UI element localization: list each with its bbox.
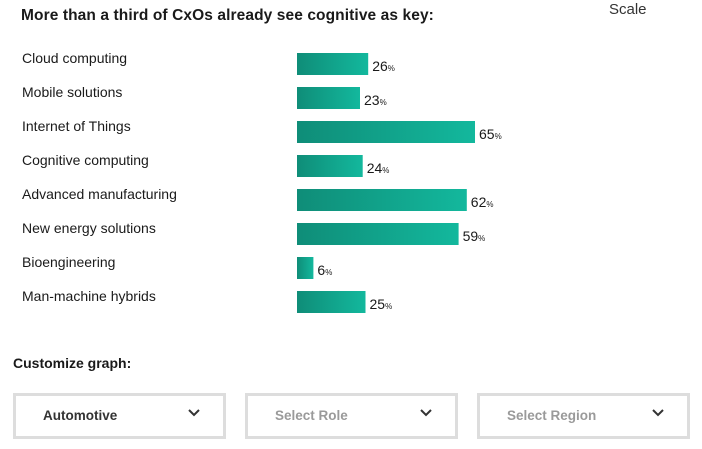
chart-title: More than a third of CxOs already see co… <box>21 7 434 24</box>
bar <box>297 87 360 109</box>
scale-toggle[interactable]: Scale <box>609 1 647 18</box>
category-label: Man-machine hybrids <box>22 288 156 304</box>
value-label: 62% <box>471 194 494 210</box>
value-label: 23% <box>364 92 387 108</box>
category-label: Mobile solutions <box>22 84 122 100</box>
chevron-down-icon <box>188 409 200 417</box>
chevron-down-icon <box>420 409 432 417</box>
value-label: 24% <box>367 160 390 176</box>
category-label: Internet of Things <box>22 118 131 134</box>
bar <box>297 291 366 313</box>
category-label: Cloud computing <box>22 50 127 66</box>
value-label: 65% <box>479 126 502 142</box>
region-select-placeholder: Select Region <box>507 408 597 423</box>
value-label: 6% <box>317 262 332 278</box>
value-label: 59% <box>463 228 486 244</box>
bar <box>297 53 369 75</box>
bar <box>297 189 467 211</box>
value-label: 26% <box>372 58 395 74</box>
role-select[interactable]: Select Role <box>245 393 458 439</box>
chevron-down-icon <box>652 409 664 417</box>
bar <box>297 155 363 177</box>
industry-select-value: Automotive <box>43 408 118 423</box>
category-label: New energy solutions <box>22 220 156 236</box>
bar <box>297 223 459 245</box>
industry-select[interactable]: Automotive <box>13 393 226 439</box>
value-label: 25% <box>370 296 393 312</box>
region-select[interactable]: Select Region <box>477 393 690 439</box>
bar <box>297 121 475 143</box>
role-select-placeholder: Select Role <box>275 408 348 423</box>
bar-chart: Cloud computing 26% Mobile solutions 23% Int… <box>22 50 502 313</box>
customize-graph-label: Customize graph: <box>13 355 132 371</box>
bar <box>297 257 314 279</box>
category-label: Advanced manufacturing <box>22 186 177 202</box>
category-label: Cognitive computing <box>22 152 149 168</box>
category-label: Bioengineering <box>22 254 115 270</box>
